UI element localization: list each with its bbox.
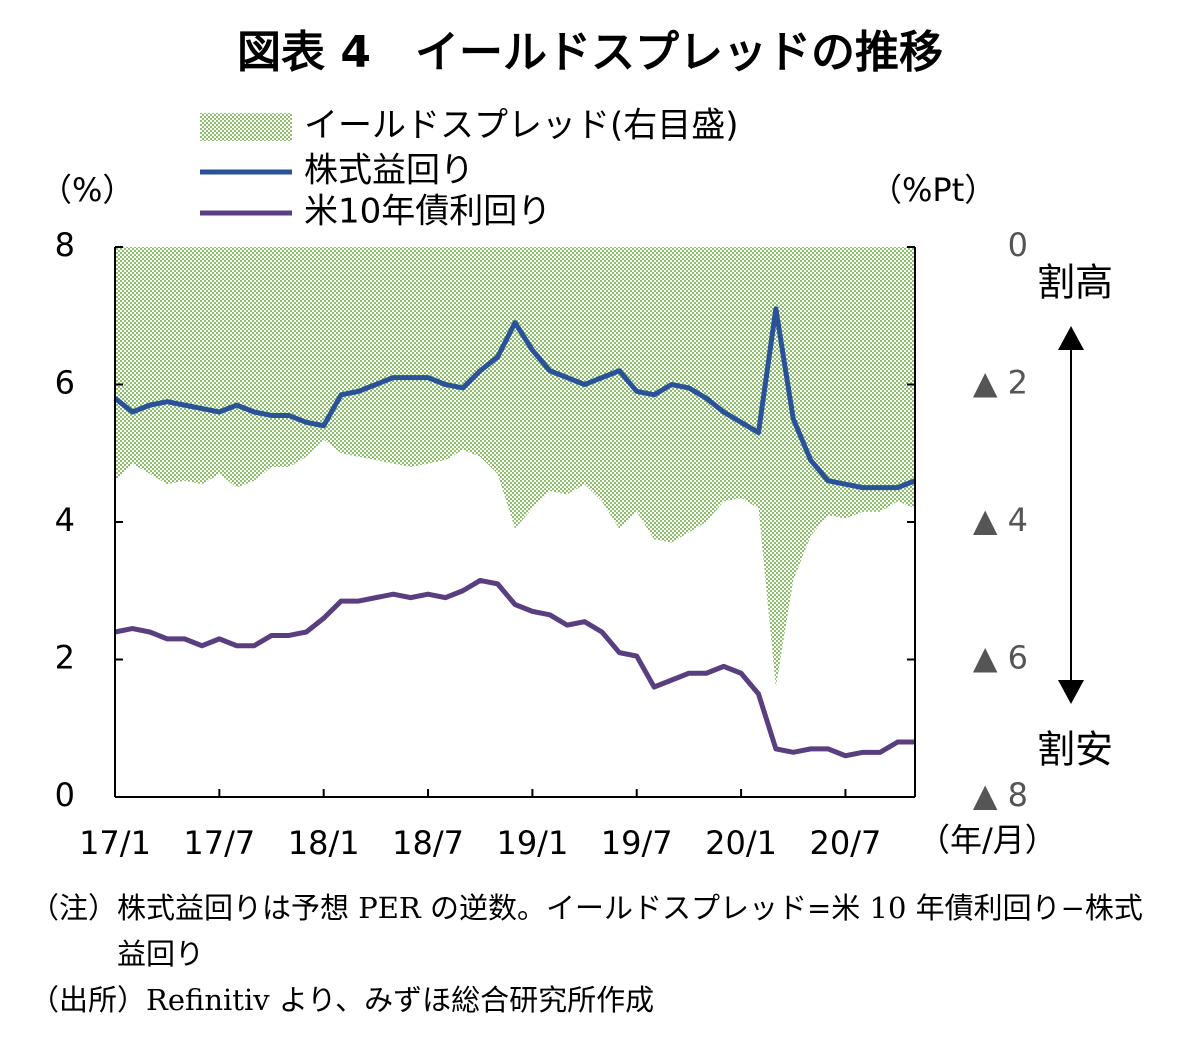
note-text: Refinitiv より、みずほ総合研究所作成 [146,983,655,1017]
x-tick-label: 20/1 [705,824,777,862]
x-tick-label: 17/1 [79,824,151,862]
legend-label: イールドスプレッド(右目盛) [304,106,739,146]
y2-tick-label: ▲ 2 [973,364,1028,402]
y-tick-label: 4 [55,501,75,539]
y-tick-label: 6 [55,364,75,402]
x-tick-label: 20/7 [810,824,882,862]
y2-tick-label: ▲ 4 [973,501,1028,539]
x-axis-label: （年/月） [918,821,1057,859]
note: （注） 株式益回りは予想 PER の逆数。イールドスプレッド=米 10 年債利回り… [30,885,1150,977]
y2-axis-label: （%Pt） [870,171,996,209]
y-axis-label: （%） [40,171,134,209]
line [113,306,916,491]
chart-title: 図表 4 イールドスプレッドの推移 [237,27,943,78]
arrow-head [1058,326,1084,350]
y-tick-label: 2 [55,639,75,677]
y-tick-label: 8 [55,226,75,264]
area [115,247,915,687]
arrow-head [1058,680,1084,704]
note-label: （出所） [30,983,147,1017]
legend-label: 株式益回り [304,151,474,191]
y2-tick-label: 0 [1008,226,1028,264]
x-tick-label: 18/1 [288,824,360,862]
chart: 図表 4 イールドスプレッドの推移 （%） （%Pt） （年/月） 割高 割安 … [40,27,1113,862]
y2-tick-label: ▲ 8 [973,776,1028,814]
annotation: 割高 [1037,261,1113,305]
x-tick-label: 19/7 [601,824,673,862]
annotation: 割安 [1037,728,1113,772]
x-tick-label: 17/7 [183,824,255,862]
y2-tick-label: ▲ 6 [973,639,1028,677]
y-tick-label: 0 [55,776,75,814]
line [114,577,915,759]
x-tick-label: 19/1 [496,824,568,862]
notes: （注） 株式益回りは予想 PER の逆数。イールドスプレッド=米 10 年債利回り… [30,885,1150,1023]
note-label: （注） [30,891,118,925]
legend-swatch [200,113,292,141]
note-text: 株式益回りは予想 PER の逆数。イールドスプレッド=米 10 年債利回り−株式… [117,891,1143,971]
legend-label: 米10年債利回り [304,192,551,232]
note: （出所） Refinitiv より、みずほ総合研究所作成 [30,977,1150,1023]
x-tick-label: 18/7 [392,824,464,862]
